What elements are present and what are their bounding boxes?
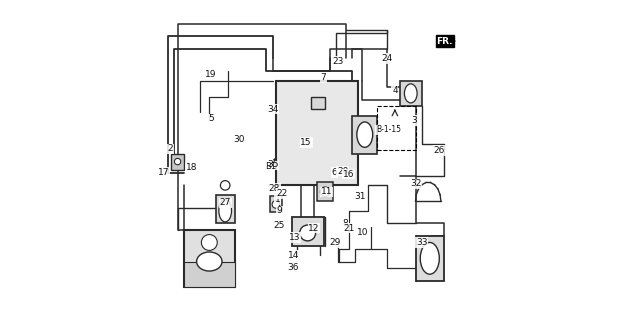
Text: 8: 8 (343, 219, 349, 228)
Text: 24: 24 (381, 54, 392, 63)
Ellipse shape (357, 122, 372, 147)
Circle shape (202, 235, 217, 251)
Text: 7: 7 (321, 73, 327, 82)
Text: 29: 29 (329, 238, 340, 247)
Text: 1: 1 (274, 195, 280, 204)
Bar (184, 261, 235, 287)
Circle shape (320, 187, 330, 196)
Text: 25: 25 (273, 220, 284, 229)
Text: 10: 10 (357, 228, 369, 237)
Text: 36: 36 (288, 263, 299, 272)
Text: 17: 17 (158, 168, 169, 177)
Circle shape (300, 225, 316, 241)
Bar (276, 81, 359, 185)
Bar (215, 195, 235, 223)
Circle shape (220, 180, 230, 190)
Text: 4: 4 (392, 86, 398, 95)
Text: 31: 31 (354, 192, 365, 201)
Text: B-1-15: B-1-15 (376, 125, 401, 134)
Text: 16: 16 (343, 170, 355, 179)
Bar (311, 97, 325, 109)
Text: 6: 6 (332, 168, 337, 177)
Text: 35: 35 (267, 160, 278, 169)
Bar (416, 236, 444, 281)
Text: 14: 14 (288, 251, 299, 260)
Text: 20: 20 (337, 167, 349, 176)
Text: 27: 27 (220, 198, 231, 207)
Text: 26: 26 (433, 146, 445, 155)
Text: 11: 11 (321, 187, 332, 196)
Bar (399, 81, 422, 106)
Bar (436, 35, 453, 47)
Text: 13: 13 (290, 233, 301, 242)
Text: 19: 19 (205, 70, 217, 79)
Text: 3: 3 (411, 116, 417, 125)
Text: FR.: FR. (436, 36, 453, 45)
Ellipse shape (420, 243, 440, 274)
Text: 22: 22 (277, 189, 288, 198)
Text: 2: 2 (168, 144, 173, 153)
Text: 9: 9 (276, 206, 282, 215)
Text: 18: 18 (186, 164, 198, 172)
Ellipse shape (404, 84, 417, 103)
Text: 33: 33 (416, 238, 428, 247)
Circle shape (175, 158, 181, 165)
Text: 32: 32 (410, 179, 421, 188)
Bar (352, 116, 377, 154)
Text: 21: 21 (344, 224, 355, 233)
Bar (184, 230, 235, 287)
Text: 28: 28 (269, 184, 280, 193)
Text: 34: 34 (267, 105, 278, 114)
Bar (292, 217, 323, 246)
Text: 5: 5 (208, 114, 214, 123)
Ellipse shape (219, 200, 232, 222)
Bar (269, 196, 282, 212)
Text: B1: B1 (266, 162, 277, 171)
Bar (377, 106, 416, 150)
Text: 12: 12 (308, 224, 320, 233)
Bar (171, 154, 184, 170)
Circle shape (272, 201, 279, 208)
Text: 30: 30 (234, 135, 245, 144)
Text: 23: 23 (332, 57, 344, 66)
Ellipse shape (197, 252, 222, 271)
Text: 15: 15 (300, 138, 312, 147)
Bar (317, 182, 333, 201)
